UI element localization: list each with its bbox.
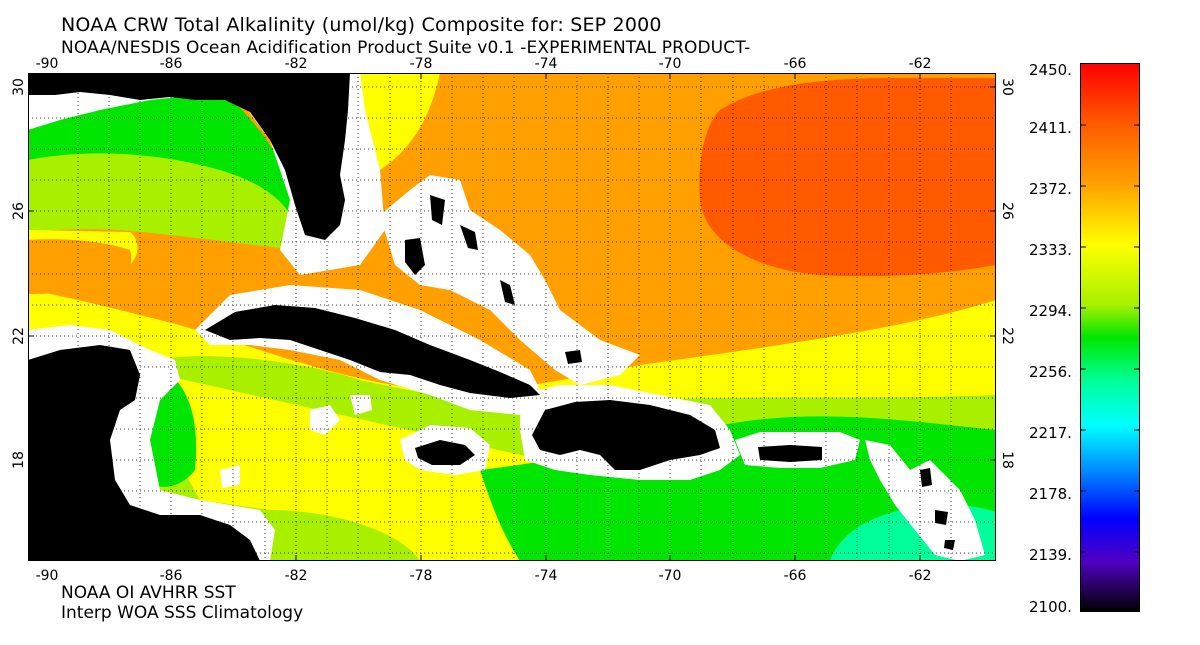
data-source-sst: NOAA OI AVHRR SST [61,583,236,603]
ocean-field-red [699,78,996,277]
colorbar [1080,63,1140,612]
colorbar-label: 2411. [1029,119,1072,137]
coast-mask-cayman [310,405,340,435]
lon-tick-bottom: -66 [783,568,807,584]
lon-tick-top: -74 [534,56,558,72]
map-title: NOAA CRW Total Alkalinity (umol/kg) Comp… [61,14,662,36]
land-andros [405,238,425,275]
lon-tick-bottom: -70 [658,568,682,584]
lon-tick-bottom: -86 [159,568,183,584]
lon-tick-bottom: -90 [35,568,59,584]
land-lesser-antilles-2 [935,510,948,525]
coast-mask-lesser-antilles [865,440,985,561]
lon-tick-top: -62 [908,56,932,72]
land-jamaica [415,440,475,465]
colorbar-label: 2372. [1029,180,1072,198]
land-eleuthera [460,225,478,250]
coast-mask-swan [220,465,240,488]
lon-tick-bottom: -78 [409,568,433,584]
lon-tick-bottom: -62 [908,568,932,584]
colorbar-label: 2139. [1029,546,1072,564]
ocean-field-lime-nw [28,153,300,250]
lon-tick-bottom: -82 [284,568,308,584]
graticule [28,73,996,561]
land-inagua [565,350,582,364]
land-lesser-antilles-3 [944,540,955,550]
coast-mask-bahamas [380,175,640,385]
lon-tick-top: -90 [35,56,59,72]
land-puerto-rico [758,445,822,462]
data-source-sss: Interp WOA SSS Climatology [61,603,304,623]
colorbar-label: 2178. [1029,485,1072,503]
lon-tick-top: -86 [159,56,183,72]
land-hispaniola [532,400,720,470]
land-cuba [205,305,540,398]
lon-tick-bottom: -74 [534,568,558,584]
frame-ticks [28,73,996,561]
land-abaco [430,195,445,225]
colorbar-label: 2100. [1029,598,1072,616]
lon-tick-top: -78 [409,56,433,72]
colorbar-ticks [1080,124,1140,553]
lon-tick-top: -66 [783,56,807,72]
coast-mask-cayman-2 [350,395,372,415]
map-frame [28,73,996,561]
lon-tick-top: -70 [658,56,682,72]
map-subtitle: NOAA/NESDIS Ocean Acidification Product … [61,38,751,58]
land-lesser-antilles [920,468,932,487]
land-long-island [500,280,515,305]
lon-tick-top: -82 [284,56,308,72]
colorbar-label: 2294. [1029,302,1072,320]
colorbar-label: 2333. [1029,241,1072,259]
land-yucatan [28,345,260,561]
colorbar-label: 2256. [1029,363,1072,381]
colorbar-label: 2450. [1029,61,1072,79]
colorbar-label: 2217. [1029,424,1072,442]
ocean-field-orange-west [28,239,132,294]
land-florida-panhandle [220,95,270,115]
